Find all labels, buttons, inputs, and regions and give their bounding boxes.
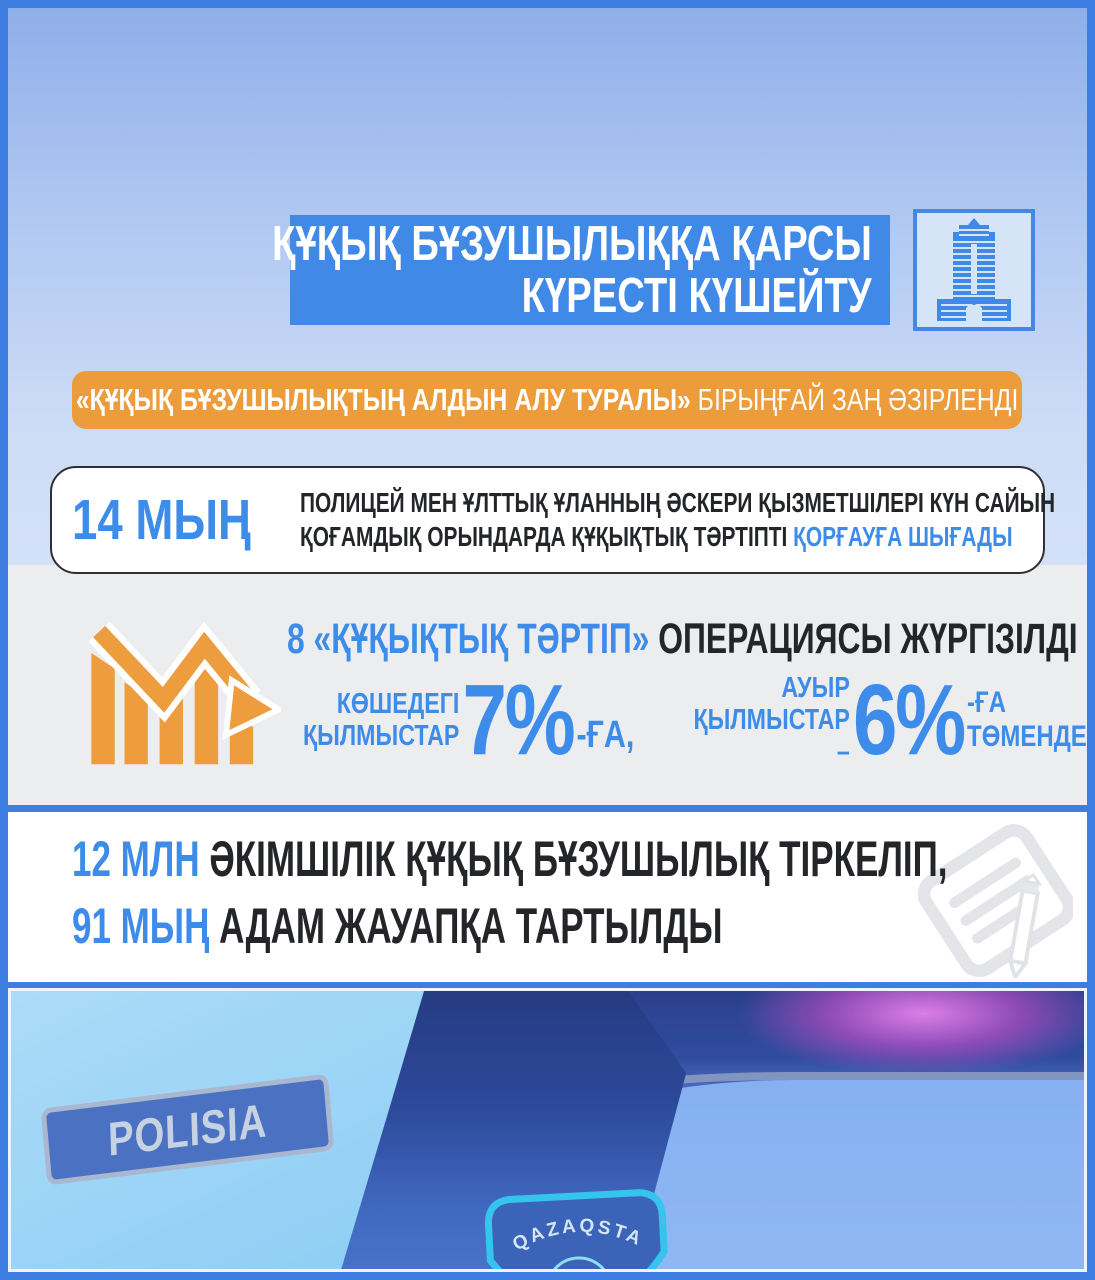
police-photo: POLISIA QAZAQSTAN bbox=[8, 988, 1087, 1272]
declining-chart-icon bbox=[85, 616, 285, 777]
police-stat-line1: ПОЛИЦЕЙ МЕН ҰЛТТЫҚ ҰЛАННЫҢ ӘСКЕРИ ҚЫЗМЕТ… bbox=[299, 487, 1055, 518]
admin-line2-text: АДАМ ЖАУАПҚА ТАРТЫЛДЫ bbox=[209, 898, 723, 954]
grave-crime-suffix-line1: -ҒА bbox=[967, 686, 1006, 719]
page-title-line2: КҮРЕСТІ КҮШЕЙТУ bbox=[522, 269, 872, 323]
grave-crime-stat: АУЫР ҚЫЛМЫСТАР – 6% -ҒА ТӨМЕНДЕДІ bbox=[691, 664, 1095, 776]
law-banner-highlight: «ҚҰҚЫҚ БҰЗУШЫЛЫҚТЫҢ АЛДЫН АЛУ ТУРАЛЫ» bbox=[75, 382, 691, 417]
police-stat-text: ПОЛИЦЕЙ МЕН ҰЛТТЫҚ ҰЛАННЫҢ ӘСКЕРИ ҚЫЗМЕТ… bbox=[300, 486, 1095, 554]
grave-crime-suffix: -ҒА ТӨМЕНДЕДІ bbox=[967, 686, 1095, 754]
page-title: ҚҰҚЫҚ БҰЗУШЫЛЫҚҚА ҚАРСЫ КҮРЕСТІ КҮШЕЙТУ bbox=[272, 215, 890, 325]
police-stat-card: 14 МЫҢ ПОЛИЦЕЙ МЕН ҰЛТТЫҚ ҰЛАННЫҢ ӘСКЕРИ… bbox=[50, 466, 1055, 574]
grave-crime-label-line1: АУЫР bbox=[781, 672, 850, 704]
government-building-icon bbox=[913, 209, 1035, 331]
grave-crime-suffix-line2: ТӨМЕНДЕДІ bbox=[967, 720, 1095, 753]
admin-line2: 91 МЫҢ АДАМ ЖАУАПҚА ТАРТЫЛДЫ bbox=[72, 893, 947, 960]
polisia-patch-text: POLISIA bbox=[107, 1093, 268, 1166]
police-stat-line2-dark: ҚОҒАМДЫҚ ОРЫНДАРДА ҚҰҚЫҚТЫҚ ТӘРТІПТІ bbox=[299, 521, 793, 552]
document-pencil-icon bbox=[917, 820, 1076, 983]
operations-title: 8 «ҚҰҚЫҚТЫҚ ТӘРТІП» ОПЕРАЦИЯСЫ ЖҮРГІЗІЛД… bbox=[287, 615, 1078, 664]
street-crime-label-line2: ҚЫЛМЫСТАР bbox=[303, 720, 460, 752]
admin-line2-value: 91 МЫҢ bbox=[72, 898, 210, 954]
street-crime-suffix: -ҒА, bbox=[576, 714, 635, 756]
grave-crime-label-line2: ҚЫЛМЫСТАР – bbox=[693, 704, 850, 768]
admin-line1: 12 МЛН ӘКІМШІЛІК ҚҰҚЫҚ БҰЗУШЫЛЫҚ ТІРКЕЛІ… bbox=[72, 826, 947, 893]
street-crime-label-line1: КӨШЕДЕГІ bbox=[336, 688, 460, 720]
law-banner-rest: БІРЫҢҒАЙ ЗАҢ ӘЗІРЛЕНДІ bbox=[690, 382, 1019, 417]
operations-title-blue: 8 «ҚҰҚЫҚТЫҚ ТӘРТІП» bbox=[287, 615, 659, 663]
blue-divider-top bbox=[0, 805, 1095, 812]
street-crime-value: 7% bbox=[462, 664, 576, 776]
police-stat-line2-blue: ҚОРҒАУҒА ШЫҒАДЫ bbox=[792, 521, 1013, 552]
blue-divider-bottom bbox=[0, 982, 1095, 988]
page-title-line1: ҚҰҚЫҚ БҰЗУШЫЛЫҚҚА ҚАРСЫ bbox=[272, 217, 872, 271]
police-stat-line2: ҚОҒАМДЫҚ ОРЫНДАРДА ҚҰҚЫҚТЫҚ ТӘРТІПТІ ҚОР… bbox=[300, 520, 1055, 554]
law-banner: «ҚҰҚЫҚ БҰЗУШЫЛЫҚТЫҢ АЛДЫН АЛУ ТУРАЛЫ» БІ… bbox=[72, 371, 1022, 429]
admin-line1-text: ӘКІМШІЛІК ҚҰҚЫҚ БҰЗУШЫЛЫҚ ТІРКЕЛІП, bbox=[199, 831, 948, 887]
grave-crime-label: АУЫР ҚЫЛМЫСТАР – bbox=[691, 672, 850, 768]
white-section-background bbox=[8, 812, 1087, 982]
crime-stats: КӨШЕДЕГІ ҚЫЛМЫСТАР 7% -ҒА, АУЫР ҚЫЛМЫСТА… bbox=[303, 664, 1095, 776]
grave-crime-value: 6% bbox=[853, 664, 966, 776]
law-banner-text: «ҚҰҚЫҚ БҰЗУШЫЛЫҚТЫҢ АЛДЫН АЛУ ТУРАЛЫ» БІ… bbox=[76, 382, 1019, 418]
operations-title-dark: ОПЕРАЦИЯСЫ ЖҮРГІЗІЛДІ bbox=[658, 615, 1078, 663]
police-count: 14 МЫҢ bbox=[72, 488, 251, 552]
admin-line1-value: 12 МЛН bbox=[72, 831, 200, 887]
street-crime-stat: КӨШЕДЕГІ ҚЫЛМЫСТАР 7% -ҒА, bbox=[303, 664, 635, 776]
admin-violations-block: 12 МЛН ӘКІМШІЛІК ҚҰҚЫҚ БҰЗУШЫЛЫҚ ТІРКЕЛІ… bbox=[72, 826, 1095, 960]
qazaqstan-patch: QAZAQSTAN bbox=[460, 1166, 682, 1269]
photo-car-roofline bbox=[412, 1071, 1084, 1269]
building-icon bbox=[937, 218, 1011, 321]
street-crime-label: КӨШЕДЕГІ ҚЫЛМЫСТАР bbox=[303, 688, 459, 752]
